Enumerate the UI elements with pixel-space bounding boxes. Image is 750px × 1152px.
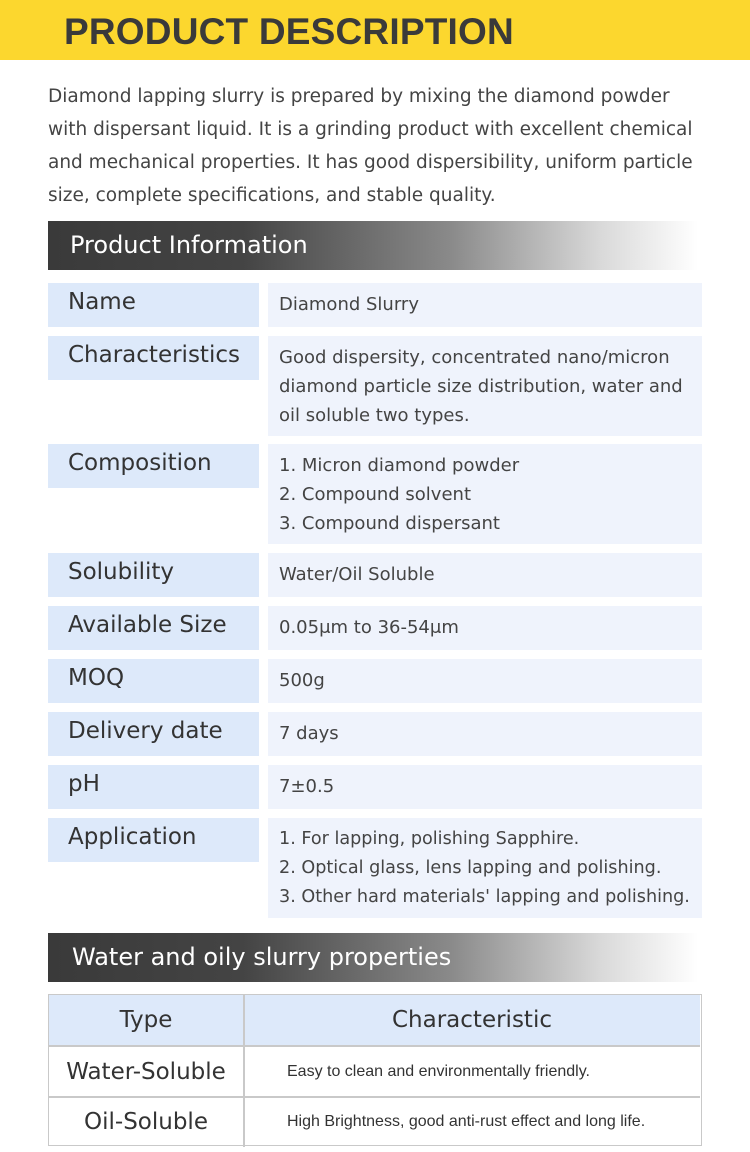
intro-paragraph: Diamond lapping slurry is prepared by mi… [48, 80, 728, 212]
properties-table: Type Characteristic Water-Soluble Easy t… [48, 994, 702, 1147]
intro-line: with dispersant liquid. It is a grinding… [48, 119, 693, 140]
table-divider [243, 995, 245, 1147]
table-cell-type: Water-Soluble [66, 1058, 226, 1085]
info-label-text: Solubility [68, 559, 175, 585]
info-label-text: Application [68, 824, 197, 850]
info-label-solubility: Solubility [48, 553, 259, 597]
info-label-text: Delivery date [68, 718, 223, 744]
info-label-ph: pH [48, 765, 259, 809]
info-label-moq: MOQ [48, 659, 259, 703]
info-value-line: Water/Oil Soluble [279, 564, 435, 585]
info-label-text: Composition [68, 450, 212, 476]
info-label-available-size: Available Size [48, 606, 259, 650]
info-label-name: Name [48, 283, 259, 327]
info-label-text: Characteristics [68, 342, 240, 368]
info-value-line: Diamond Slurry [279, 294, 419, 315]
table-cell-characteristic: Easy to clean and environmentally friend… [287, 1062, 590, 1080]
product-info-header: Product Information [48, 221, 698, 270]
info-value-line: 3. Other hard materials' lapping and pol… [279, 887, 690, 907]
info-value-line: 7 days [279, 723, 339, 744]
info-label-application: Application [48, 818, 259, 862]
info-value-composition: 1. Micron diamond powder 2. Compound sol… [268, 444, 702, 544]
info-value-application: 1. For lapping, polishing Sapphire. 2. O… [268, 818, 702, 918]
info-label-text: Available Size [68, 612, 227, 638]
info-label-text: MOQ [68, 665, 125, 691]
info-value-line: 500g [279, 670, 325, 691]
info-value-line: 2. Compound solvent [279, 484, 471, 505]
info-value-line: Good dispersity, concentrated nano/micro… [279, 347, 670, 368]
info-label-characteristics: Characteristics [48, 336, 259, 380]
info-value-name: Diamond Slurry [268, 283, 702, 327]
intro-line: size, complete specifications, and stabl… [48, 185, 496, 206]
table-divider [49, 1045, 700, 1047]
column-header-type: Type [119, 1007, 173, 1033]
info-value-delivery-date: 7 days [268, 712, 702, 756]
info-value-line: 7±0.5 [279, 776, 335, 797]
info-value-line: diamond particle size distribution, wate… [279, 376, 683, 397]
intro-line: and mechanical properties. It has good d… [48, 152, 693, 173]
info-value-line: 1. For lapping, polishing Sapphire. [279, 829, 580, 849]
info-label-delivery-date: Delivery date [48, 712, 259, 756]
info-value-moq: 500g [268, 659, 702, 703]
info-value-line: 1. Micron diamond powder [279, 455, 520, 476]
properties-table-header [49, 995, 700, 1045]
page-title: PRODUCT DESCRIPTION [64, 11, 514, 52]
table-divider [49, 1096, 700, 1098]
info-value-available-size: 0.05μm to 36-54μm [268, 606, 702, 650]
info-value-line: 2. Optical glass, lens lapping and polis… [279, 858, 662, 878]
info-value-solubility: Water/Oil Soluble [268, 553, 702, 597]
properties-title: Water and oily slurry properties [72, 943, 452, 971]
product-info-title: Product Information [70, 231, 308, 259]
table-cell-type: Oil-Soluble [84, 1108, 208, 1135]
properties-header: Water and oily slurry properties [48, 933, 698, 982]
table-cell-characteristic: High Brightness, good anti-rust effect a… [287, 1112, 646, 1130]
intro-line: Diamond lapping slurry is prepared by mi… [48, 86, 670, 107]
info-label-composition: Composition [48, 444, 259, 488]
info-label-text: Name [68, 289, 136, 315]
info-value-ph: 7±0.5 [268, 765, 702, 809]
column-header-characteristic: Characteristic [392, 1007, 552, 1033]
info-value-characteristics: Good dispersity, concentrated nano/micro… [268, 336, 702, 436]
header-banner: PRODUCT DESCRIPTION [0, 0, 750, 60]
info-label-text: pH [68, 771, 100, 797]
info-value-line: 0.05μm to 36-54μm [279, 617, 459, 638]
info-value-line: 3. Compound dispersant [279, 513, 500, 534]
info-value-line: oil soluble two types. [279, 405, 470, 426]
